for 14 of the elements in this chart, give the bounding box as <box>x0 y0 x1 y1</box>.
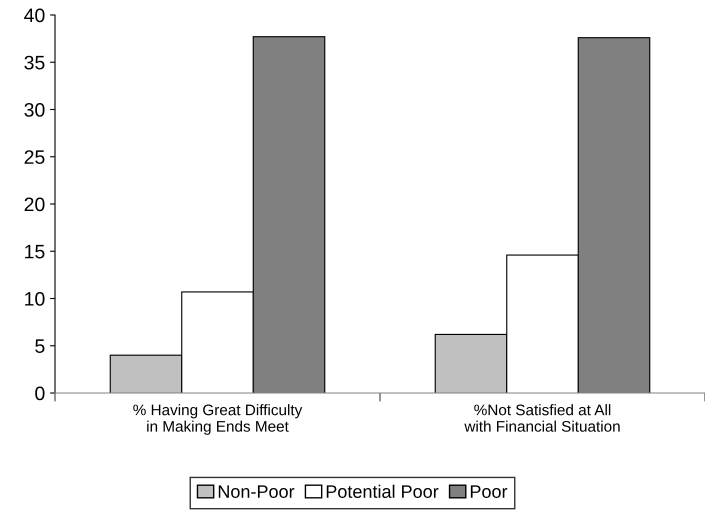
legend-label: Potential Poor <box>326 484 438 498</box>
y-tick-label: 40 <box>24 8 45 22</box>
y-tick-label: 20 <box>24 197 45 212</box>
legend-label: Non-Poor <box>218 485 294 498</box>
y-tick-label: 5 <box>35 339 44 353</box>
legend-label: Poor <box>470 485 508 498</box>
x-tick-label: %Not Satisfied at All with Financial Situation <box>464 404 620 432</box>
y-tick-label: 35 <box>24 56 44 70</box>
y-tick-label: 25 <box>24 150 44 164</box>
y-tick-label: 0 <box>35 386 45 400</box>
x-tick-label: % Having Great Difficulty in Making Ends Meet <box>133 404 302 435</box>
y-tick-label: 30 <box>24 102 45 117</box>
y-tick-label: 15 <box>25 244 44 258</box>
y-tick-label: 10 <box>25 292 45 306</box>
